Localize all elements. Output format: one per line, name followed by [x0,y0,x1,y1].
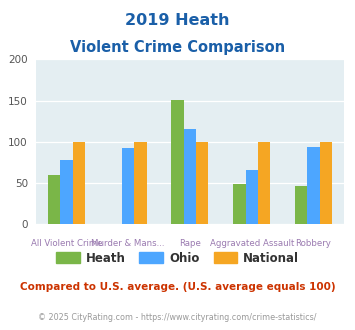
Bar [196,142,208,224]
Text: 2019 Heath: 2019 Heath [125,13,230,28]
Bar [72,142,85,224]
Text: Robbery: Robbery [295,239,332,248]
Bar [233,184,246,224]
Bar [48,175,60,224]
Text: Violent Crime Comparison: Violent Crime Comparison [70,40,285,54]
Bar [184,129,196,224]
Bar [122,148,134,224]
Bar [134,142,147,224]
Text: Compared to U.S. average. (U.S. average equals 100): Compared to U.S. average. (U.S. average … [20,282,335,292]
Bar [60,160,72,224]
Bar [258,142,270,224]
Text: Aggravated Assault: Aggravated Assault [209,239,294,248]
Legend: Heath, Ohio, National: Heath, Ohio, National [51,247,304,269]
Text: Murder & Mans...: Murder & Mans... [91,239,165,248]
Bar [320,142,332,224]
Bar [307,147,320,224]
Bar [171,100,184,224]
Bar [295,186,307,224]
Text: © 2025 CityRating.com - https://www.cityrating.com/crime-statistics/: © 2025 CityRating.com - https://www.city… [38,314,317,322]
Text: All Violent Crime: All Violent Crime [31,239,102,248]
Text: Rape: Rape [179,239,201,248]
Bar [246,170,258,224]
